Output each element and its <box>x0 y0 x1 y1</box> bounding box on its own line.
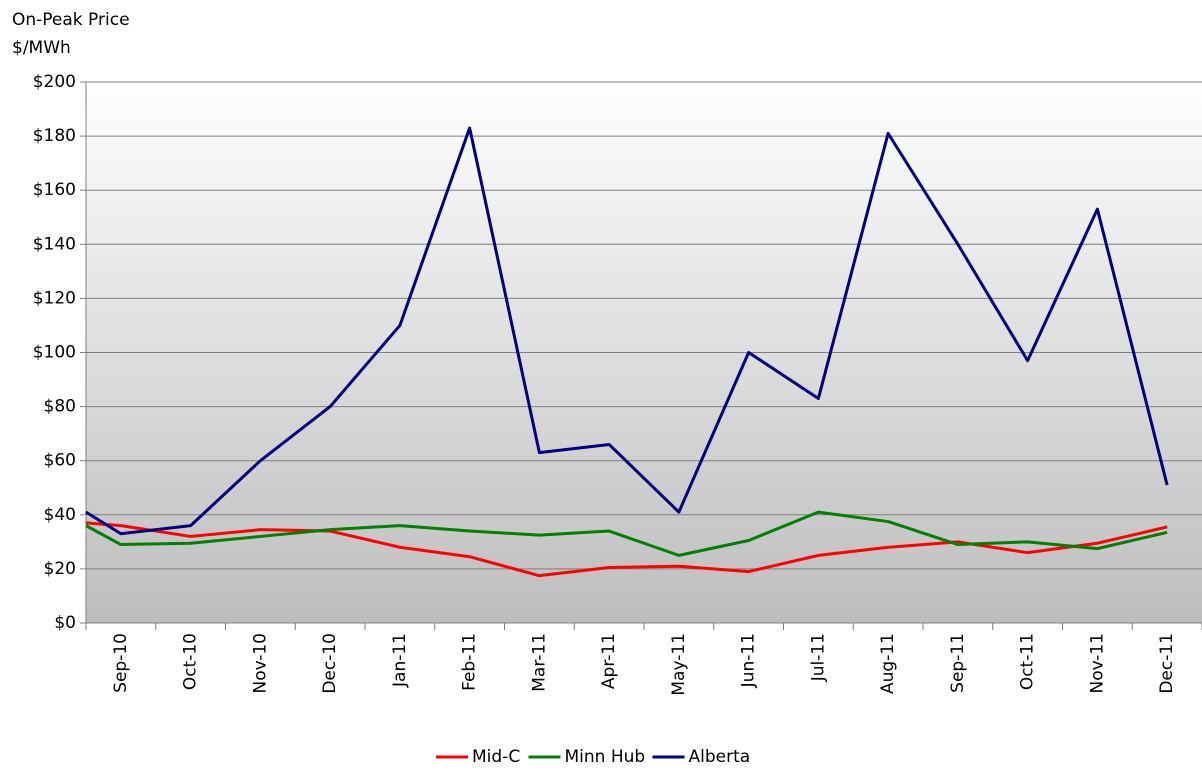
x-tick-label: Dec-10 <box>320 633 340 694</box>
x-tick-label: Nov-11 <box>1087 633 1107 694</box>
y-tick-label: $40 <box>44 505 76 525</box>
y-tick-label: $140 <box>33 234 76 254</box>
x-tick-label: Apr-11 <box>599 633 619 689</box>
x-tick-label: Sep-10 <box>111 633 131 693</box>
x-tick-label: Jun-11 <box>739 633 759 688</box>
series-line <box>85 521 1168 578</box>
y-tick-label: $60 <box>44 451 76 471</box>
x-tick-label: Jan-11 <box>390 633 410 688</box>
chart-subtitle: $/MWh <box>12 38 71 58</box>
legend-label: Mid-C <box>472 747 520 767</box>
legend-label: Alberta <box>689 747 751 767</box>
x-tick-label: Jul-11 <box>808 633 828 682</box>
legend-label: Minn Hub <box>565 747 646 767</box>
x-tick-label: Oct-10 <box>181 633 201 690</box>
x-tick-label: Nov-10 <box>250 633 270 694</box>
y-tick-label: $100 <box>33 343 76 363</box>
series-line <box>85 510 1168 557</box>
y-tick-label: $80 <box>44 397 76 417</box>
series-line <box>85 126 1169 536</box>
y-tick-label: $200 <box>33 72 76 92</box>
y-tick-label: $160 <box>33 180 76 200</box>
x-tick-label: Dec-11 <box>1157 633 1177 694</box>
x-tick-label: Mar-11 <box>529 633 549 692</box>
x-tick-label: Oct-11 <box>1018 633 1038 690</box>
x-tick-label: Sep-11 <box>948 633 968 693</box>
x-tick-label: Feb-11 <box>460 633 480 691</box>
y-tick-label: $0 <box>54 613 76 633</box>
y-tick-label: $120 <box>33 288 76 308</box>
x-tick-label: May-11 <box>669 633 689 696</box>
x-tick-label: Aug-11 <box>878 633 898 694</box>
y-tick-label: $20 <box>44 559 76 579</box>
y-tick-label: $180 <box>33 126 76 146</box>
chart-title: On-Peak Price <box>12 10 130 30</box>
